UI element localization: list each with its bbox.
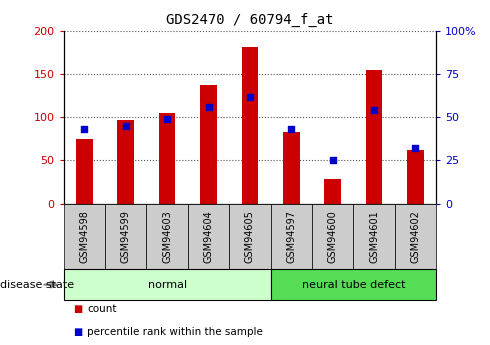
Text: ■: ■ [74,327,83,337]
Text: GSM94602: GSM94602 [411,210,420,263]
Text: count: count [87,304,117,314]
Point [163,116,171,122]
Bar [159,113,175,204]
Bar [407,150,424,204]
Bar [118,120,134,204]
Bar [366,70,382,204]
Bar [200,85,217,204]
Text: GSM94599: GSM94599 [121,210,131,263]
Bar [283,132,299,204]
Text: GSM94601: GSM94601 [369,210,379,263]
Text: GSM94600: GSM94600 [328,210,338,263]
Point [287,127,295,132]
Point [80,127,88,132]
Text: GSM94605: GSM94605 [245,210,255,263]
Point [205,104,213,110]
Bar [76,139,93,204]
Text: normal: normal [147,280,187,289]
Text: neural tube defect: neural tube defect [301,280,405,289]
Point [412,146,419,151]
Text: GSM94598: GSM94598 [79,210,89,263]
Text: GSM94604: GSM94604 [203,210,214,263]
Text: percentile rank within the sample: percentile rank within the sample [87,327,263,337]
Text: GSM94603: GSM94603 [162,210,172,263]
Point [329,158,337,163]
Bar [324,179,341,204]
Point [122,123,130,129]
Point [246,94,254,99]
Text: disease state: disease state [0,280,74,289]
Bar [242,47,258,204]
Title: GDS2470 / 60794_f_at: GDS2470 / 60794_f_at [166,13,334,27]
Point [370,108,378,113]
Text: GSM94597: GSM94597 [286,210,296,263]
Text: ■: ■ [74,304,83,314]
